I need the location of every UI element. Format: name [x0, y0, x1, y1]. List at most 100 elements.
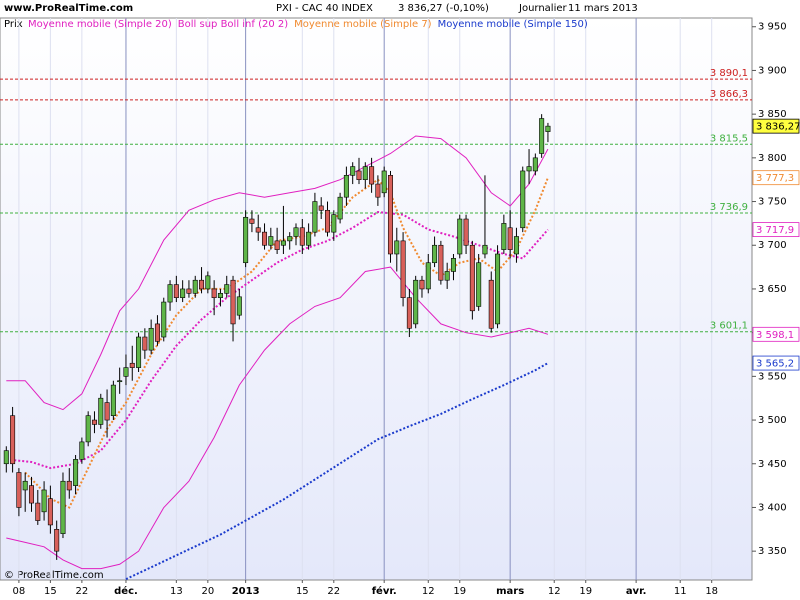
candle-body — [400, 240, 406, 298]
marker-box — [752, 170, 800, 186]
candle-body — [280, 240, 286, 246]
y-tick-label: 3 900 — [758, 65, 787, 76]
candle-body — [129, 362, 135, 368]
candle-body — [539, 118, 545, 154]
plot-area — [0, 17, 753, 581]
candle-body — [438, 244, 444, 281]
x-tick-label: 15 — [296, 586, 309, 597]
candle-body — [495, 253, 501, 325]
x-tick-label: déc. — [114, 585, 138, 597]
candle-body — [66, 480, 72, 491]
y-tick-label: 3 550 — [758, 371, 787, 382]
candle-body — [60, 480, 66, 534]
candle-body — [318, 205, 324, 211]
x-tick-label: 19 — [453, 586, 466, 597]
y-tick-label: 3 750 — [758, 197, 787, 208]
candle-body — [35, 502, 41, 521]
level-label: 3 601,1 — [710, 321, 748, 332]
candle-body — [337, 196, 343, 220]
period: Journalier — [518, 3, 568, 14]
candle-body — [476, 262, 482, 307]
axes: 08 15 22 déc. 13 20 2013 15 22 févr. 12 19 mars 12 19 a… — [13, 22, 800, 597]
candle-body — [324, 209, 331, 233]
candle-body — [262, 231, 268, 246]
candle-body — [356, 170, 362, 180]
grid: 3 890,1 3 866,3 3 815,5 3 736,9 3 601,1 — [0, 18, 752, 580]
chart-title: PXI - CAC 40 INDEX — [276, 3, 373, 14]
candle-body — [186, 288, 192, 294]
candle-body — [482, 244, 488, 255]
y-tick-label: 3 450 — [758, 459, 787, 470]
indicator-line — [6, 266, 549, 570]
candle-body — [217, 293, 223, 298]
candle-body — [123, 367, 129, 377]
price-label: Prix — [4, 19, 23, 30]
candle-body — [173, 284, 179, 298]
x-tick-label: 08 — [13, 586, 26, 597]
candle-body — [350, 166, 356, 176]
candle-body — [331, 214, 337, 233]
candle-body — [387, 175, 393, 255]
candle-body — [343, 175, 349, 198]
x-tick-label: févr. — [372, 585, 397, 597]
candle-body — [375, 183, 381, 198]
candle-body — [98, 397, 104, 425]
candle-body — [419, 279, 425, 290]
y-tick-label: 3 950 — [758, 22, 787, 33]
y-tick-label: 3 350 — [758, 546, 787, 557]
candle-body — [28, 485, 34, 504]
candle-body — [520, 170, 526, 229]
candle-body — [142, 336, 148, 351]
marks — [3, 114, 551, 581]
candle-body — [148, 327, 154, 351]
candle-body — [47, 498, 53, 526]
level-label: 3 815,5 — [710, 133, 748, 144]
x-tick-label: 22 — [327, 586, 340, 597]
candle-body — [526, 166, 532, 172]
candle-body — [369, 166, 375, 185]
marker-label: 3 598,1 — [756, 330, 794, 341]
candle-body — [180, 288, 186, 298]
candle-body — [545, 125, 551, 132]
candle-body — [110, 384, 116, 416]
x-tick-label: mars — [496, 586, 524, 597]
candle-body — [274, 240, 280, 250]
x-tick-label: avr. — [626, 586, 647, 597]
x-tick-label: 19 — [579, 586, 592, 597]
legend-entry: Moyenne mobile (Simple 20) — [28, 19, 172, 30]
legend-entry: Moyenne mobile (Simple 150) — [438, 19, 588, 30]
level-label: 3 736,9 — [710, 202, 748, 213]
candle-body — [205, 275, 211, 290]
candle-body — [381, 170, 387, 194]
candle-body — [167, 284, 173, 303]
y-tick-label: 3 850 — [758, 109, 787, 120]
candle-body — [293, 227, 299, 237]
site: www.ProRealTime.com — [4, 3, 133, 14]
candle-body — [73, 459, 79, 486]
legend-entry: Boll sup Boll inf (20 2) — [178, 19, 288, 30]
marker-box — [752, 222, 800, 238]
candle-body — [249, 218, 255, 224]
candle-body — [41, 489, 47, 513]
candle-body — [463, 218, 469, 246]
price: 3 836,27 (-0,10%) — [398, 3, 489, 14]
candle-body — [501, 223, 507, 250]
candle-body — [425, 262, 431, 290]
candle-body — [513, 236, 519, 255]
indicator-line — [6, 210, 549, 470]
copyright: © ProRealTime.com — [4, 570, 104, 581]
x-tick-label: 18 — [705, 586, 718, 597]
candle-body — [192, 279, 198, 294]
marker-box — [752, 326, 800, 342]
indicator-line — [125, 362, 549, 581]
candle-body — [136, 336, 142, 368]
candle-body — [230, 279, 236, 325]
x-tick-label: 20 — [201, 586, 214, 597]
y-tick-label: 3 400 — [758, 502, 787, 513]
y-tick-label: 3 700 — [758, 240, 787, 251]
candle-body — [268, 236, 274, 246]
y-tick-label: 3 500 — [758, 415, 787, 426]
candle-body — [394, 240, 400, 255]
level-label: 3 866,3 — [710, 89, 748, 100]
candle-body — [432, 244, 438, 264]
